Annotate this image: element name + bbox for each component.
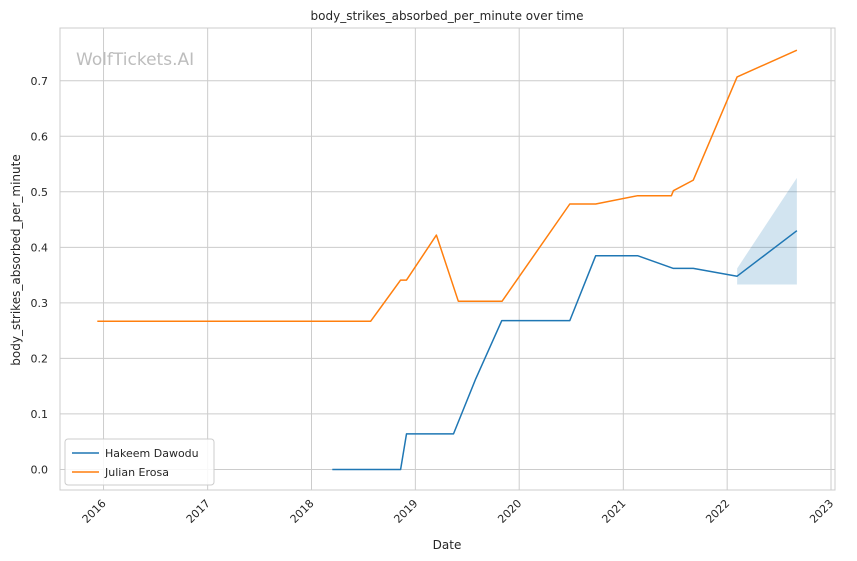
y-tick-label: 0.6 (31, 130, 49, 143)
y-tick-label: 0.5 (31, 186, 49, 199)
series-lines (97, 49, 798, 471)
grid (60, 28, 835, 490)
x-tick-label: 2022 (703, 497, 732, 526)
x-tick-label: 2020 (495, 497, 524, 526)
chart-title: body_strikes_absorbed_per_minute over ti… (311, 9, 584, 23)
legend: Hakeem Dawodu Julian Erosa (64, 438, 215, 486)
x-tick-label: 2021 (599, 497, 628, 526)
y-tick-label: 0.7 (31, 75, 49, 88)
series-line-julian-erosa (97, 49, 798, 322)
legend-box (64, 438, 215, 486)
x-tick-label: 2017 (184, 497, 213, 526)
x-axis-label: Date (433, 538, 462, 552)
x-tick-label: 2016 (80, 497, 109, 526)
x-tick-label: 2023 (807, 497, 836, 526)
y-tick-label: 0.2 (31, 352, 49, 365)
y-axis-label: body_strikes_absorbed_per_minute (9, 154, 23, 365)
x-tick-label: 2018 (288, 497, 317, 526)
y-axis-ticks: 0.0 0.1 0.2 0.3 0.4 0.5 0.6 0.7 (31, 75, 49, 477)
legend-label-julian-erosa: Julian Erosa (104, 466, 169, 479)
x-tick-label: 2019 (391, 497, 420, 526)
x-axis-ticks: 2016 2017 2018 2019 2020 2021 2022 2023 (80, 497, 836, 526)
legend-label-hakeem-dawodu: Hakeem Dawodu (105, 447, 199, 460)
confidence-band (737, 177, 797, 285)
y-tick-label: 0.0 (31, 463, 49, 476)
series-line-hakeem-dawodu (332, 230, 798, 471)
y-tick-label: 0.1 (31, 408, 49, 421)
y-tick-label: 0.4 (31, 241, 49, 254)
band-hakeem-dawodu (737, 177, 797, 285)
y-tick-label: 0.3 (31, 297, 49, 310)
plot-frame (59, 27, 836, 491)
watermark-text: WolfTickets.AI (76, 50, 194, 70)
